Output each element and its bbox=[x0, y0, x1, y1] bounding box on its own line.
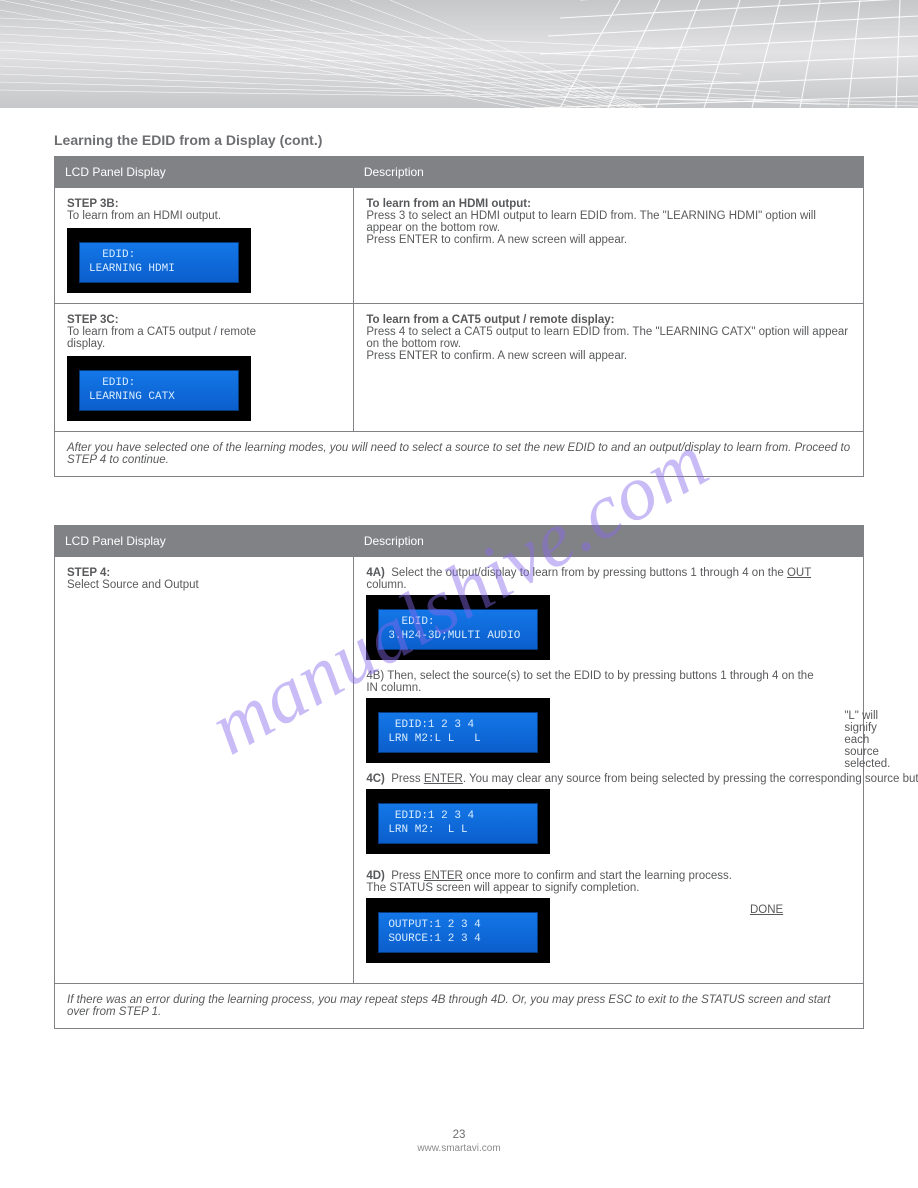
lcd-line1: EDID: bbox=[388, 616, 434, 628]
lcd-line2: LEARNING CATX bbox=[89, 391, 175, 403]
lcd-display: EDID: LEARNING CATX bbox=[67, 356, 251, 421]
edid-learn-table-2: LCD Panel Display Description STEP 4: Se… bbox=[54, 525, 864, 1029]
lcd-display: EDID: LEARNING HDMI bbox=[67, 228, 251, 293]
page-footer: 23 www.smartavi.com bbox=[0, 1129, 918, 1154]
t2-4d: 4D) Press ENTER once more to confirm and… bbox=[366, 870, 732, 894]
lcd-line1: EDID:1 2 3 4 bbox=[388, 719, 474, 731]
t1-row1-right: To learn from an HDMI output: Press 3 to… bbox=[354, 188, 864, 304]
t1-r1-right-title: To learn from an HDMI output: bbox=[366, 198, 531, 210]
t1-header-left: LCD Panel Display bbox=[55, 157, 354, 188]
t1-r2-right-body: Press 4 to select a CAT5 output to learn… bbox=[366, 326, 851, 362]
page-number: 23 bbox=[0, 1129, 918, 1141]
t1-r1-right-body: Press 3 to select an HDMI output to lear… bbox=[366, 210, 851, 246]
t1-header-right: Description bbox=[354, 157, 864, 188]
t1-r2-subb: display. bbox=[67, 338, 341, 350]
lcd-display: EDID:1 2 3 4 LRN M2:L L L bbox=[366, 698, 550, 763]
lcd-line1: EDID: bbox=[89, 249, 135, 261]
lcd-line2: SOURCE:1 2 3 4 bbox=[388, 933, 480, 945]
lcd-line2: LRN M2: L L bbox=[388, 824, 467, 836]
t2-merged-note: If there was an error during the learnin… bbox=[55, 984, 864, 1029]
lcd-line2: LEARNING HDMI bbox=[89, 263, 175, 275]
t1-r1-sub: To learn from an HDMI output. bbox=[67, 210, 341, 222]
t2-row1-right: 4A) Select the output/display to learn f… bbox=[354, 557, 864, 984]
t2-row1-left: STEP 4: Select Source and Output bbox=[55, 557, 354, 984]
footer-site: www.smartavi.com bbox=[0, 1143, 918, 1154]
lcd-line2: 3.H24-3D;MULTI AUDIO bbox=[388, 630, 520, 642]
t2-header-left: LCD Panel Display bbox=[55, 526, 354, 557]
table1-section-title: Learning the EDID from a Display (cont.) bbox=[54, 132, 864, 148]
t2-done: DONE bbox=[750, 904, 783, 916]
lcd-line1: EDID: bbox=[89, 377, 135, 389]
t1-row2-right: To learn from a CAT5 output / remote dis… bbox=[354, 304, 864, 432]
lcd-line2: LRN M2:L L L bbox=[388, 733, 480, 745]
t1-r2-right-title: To learn from a CAT5 output / remote dis… bbox=[366, 314, 614, 326]
t2-step4: STEP 4: bbox=[67, 567, 110, 579]
lcd-display: EDID: 3.H24-3D;MULTI AUDIO bbox=[366, 595, 550, 660]
lcd-line1: OUTPUT:1 2 3 4 bbox=[388, 919, 480, 931]
t1-merged-note: After you have selected one of the learn… bbox=[55, 432, 864, 477]
page-header-banner bbox=[0, 0, 918, 108]
t1-row1-left: STEP 3B: To learn from an HDMI output. E… bbox=[55, 188, 354, 304]
t2-4b-l: "L" will signify each source selected. bbox=[844, 710, 890, 770]
lcd-display: EDID:1 2 3 4 LRN M2: L L bbox=[366, 789, 550, 854]
t2-header-right: Description bbox=[354, 526, 864, 557]
t1-r2-step: STEP 3C: bbox=[67, 314, 119, 326]
t2-4b-a: 4B) Then, select the source(s) to set th… bbox=[366, 670, 826, 694]
t1-r1-step: STEP 3B: bbox=[67, 198, 119, 210]
t1-r2-suba: To learn from a CAT5 output / remote bbox=[67, 326, 341, 338]
t2-step4-sub: Select Source and Output bbox=[67, 579, 341, 591]
edid-learn-table-1: LCD Panel Display Description STEP 3B: T… bbox=[54, 156, 864, 477]
lcd-display: OUTPUT:1 2 3 4 SOURCE:1 2 3 4 bbox=[366, 898, 550, 963]
t1-row2-left: STEP 3C: To learn from a CAT5 output / r… bbox=[55, 304, 354, 432]
t2-4c: 4C) Press ENTER. You may clear any sourc… bbox=[366, 773, 918, 785]
lcd-line1: EDID:1 2 3 4 bbox=[388, 810, 474, 822]
banner-lines-icon bbox=[0, 0, 918, 108]
t2-4a: 4A) Select the output/display to learn f… bbox=[366, 567, 851, 591]
